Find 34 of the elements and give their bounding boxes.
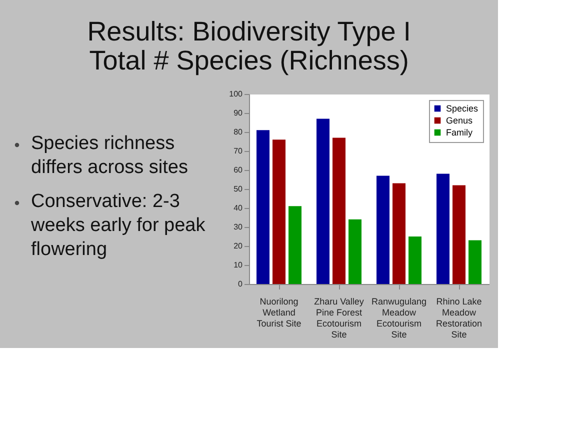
y-tick-label: 20 — [234, 242, 244, 250]
bar — [332, 138, 346, 284]
y-tick-label: 10 — [234, 260, 244, 270]
y-tick-label: 100 — [229, 90, 244, 98]
x-tick-label: Zharu Valley Pine Forest Ecotourism Site — [314, 296, 364, 340]
y-tick-label: 80 — [234, 128, 244, 136]
legend-label: Genus — [446, 116, 474, 126]
y-tick-label: 30 — [234, 222, 244, 232]
bar — [316, 118, 330, 284]
bar — [348, 219, 362, 284]
bar — [376, 176, 390, 284]
text: Results: Biodiversity Type I — [87, 16, 411, 46]
text: Conservative: 2-3 weeks early for peak flowering — [30, 191, 206, 260]
text: Species richness differs across sites — [31, 133, 188, 178]
legend-label: Family — [446, 128, 473, 138]
bar — [408, 236, 422, 284]
bar — [272, 140, 286, 284]
bar — [288, 206, 302, 284]
bar — [256, 130, 270, 284]
bar — [452, 185, 466, 284]
y-tick-label: 50 — [234, 184, 244, 194]
bar — [392, 183, 406, 284]
y-tick-label: 90 — [234, 108, 244, 118]
y-tick-label: 70 — [234, 146, 244, 156]
x-tick-label: Ranwugulang Meadow Ecotourism Site — [371, 296, 427, 340]
y-tick-label: 0 — [238, 280, 244, 288]
y-tick-label: 60 — [234, 166, 244, 174]
legend-label: Species — [446, 104, 479, 114]
bar — [468, 240, 482, 284]
text: Total # Species (Richness) — [89, 46, 409, 76]
y-tick-label: 40 — [234, 204, 244, 212]
bar — [436, 174, 450, 284]
x-tick-label: Nuorilong Wetland Tourist Site — [256, 296, 302, 328]
x-tick-label: Rhino Lake Meadow Restoration Site — [436, 296, 482, 340]
